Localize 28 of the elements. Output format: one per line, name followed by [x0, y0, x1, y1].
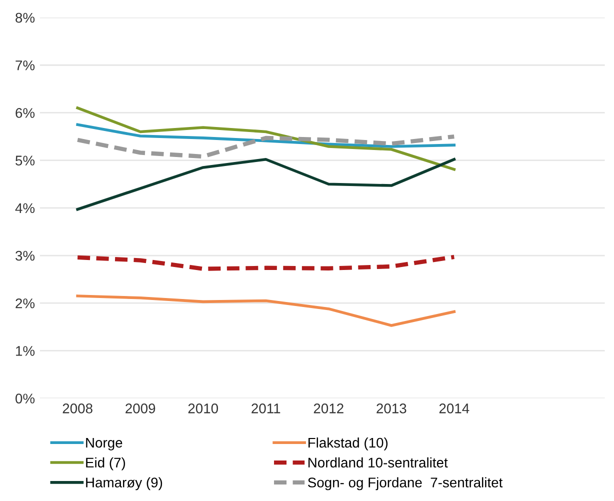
- y-tick-label: 1%: [16, 346, 35, 356]
- y-tick-label: 2%: [16, 298, 35, 308]
- x-tick-label: 2008: [62, 404, 92, 414]
- y-tick-label: 4%: [15, 203, 35, 214]
- legend-label: Sogn- og Fjordane 7-sentralitet: [308, 477, 503, 490]
- x-tick-label: 2009: [126, 404, 156, 414]
- line-series: [76, 106, 456, 171]
- y-tick-label: 0%: [16, 394, 35, 404]
- line-series: [75, 254, 456, 271]
- line-series: [76, 294, 456, 327]
- x-tick-label: 2010: [188, 404, 218, 414]
- legend-label: Hamarøy (9): [86, 477, 162, 490]
- y-tick-label: 6%: [16, 108, 35, 118]
- line-series: [76, 158, 456, 211]
- legend-label: Eid (7): [86, 457, 126, 470]
- legend-label: Nordland 10-sentralitet: [308, 457, 448, 468]
- legend-label: Flakstad (10): [308, 437, 388, 450]
- x-tick-label: 2013: [376, 404, 406, 414]
- line-series: [76, 123, 456, 148]
- y-tick-label: 3%: [16, 250, 35, 261]
- y-tick-label: 8%: [16, 12, 35, 23]
- line-series: [75, 134, 456, 159]
- x-tick-label: 2014: [439, 404, 470, 414]
- y-tick-label: 5%: [16, 156, 35, 166]
- x-tick-label: 2012: [314, 404, 344, 414]
- x-tick-label: 2011: [252, 404, 280, 414]
- y-tick-label: 7%: [16, 60, 35, 70]
- legend-label: Norge: [86, 438, 122, 450]
